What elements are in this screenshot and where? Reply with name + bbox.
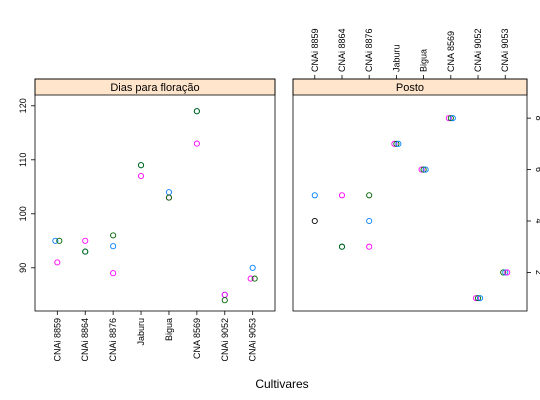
- x-axis-label: Cultivares: [255, 377, 308, 391]
- x-tick-label: CNAi 8876: [108, 318, 118, 362]
- strip-label: Dias para floração: [110, 82, 199, 94]
- x-tick-label: CNAi 8876: [364, 28, 374, 72]
- y-tick-label: 8: [534, 116, 540, 121]
- y-tick-label: 100: [18, 206, 28, 221]
- data-point: [311, 217, 318, 225]
- data-point: [110, 270, 117, 277]
- data-point: [247, 275, 254, 282]
- data-point: [445, 115, 452, 122]
- data-point: [52, 237, 59, 244]
- y-tick-label: 2: [534, 270, 540, 275]
- data-point: [193, 108, 200, 115]
- data-point: [395, 140, 402, 147]
- x-tick-label: CNAi 8864: [80, 318, 90, 362]
- y-tick-label: 90: [18, 263, 28, 273]
- data-point: [338, 243, 346, 250]
- data-point: [449, 115, 456, 122]
- y-tick-label: 4: [534, 218, 540, 223]
- x-tick-label: CNA 8569: [446, 31, 456, 72]
- x-tick-label: CNAi 9053: [500, 28, 510, 72]
- x-tick-label: CNAi 9052: [473, 28, 483, 72]
- data-point: [137, 162, 145, 169]
- data-point: [137, 172, 145, 180]
- data-point: [110, 243, 117, 250]
- panels-group: Dias para floração 90 100 110 120 CNAi 8859 CN…: [18, 28, 540, 361]
- x-tick-label: CNAi 8859: [52, 318, 62, 362]
- data-point: [165, 189, 173, 196]
- data-point: [221, 291, 228, 298]
- panel-2: Posto 2 4 6 8 CNAi 8859 CNAi 8864 CNAi 8876 Jabu…: [292, 28, 540, 312]
- data-point: [420, 166, 427, 173]
- data-point: [82, 248, 89, 255]
- data-point: [311, 192, 318, 199]
- data-point: [249, 264, 256, 271]
- data-point: [56, 237, 63, 244]
- data-point: [393, 140, 400, 147]
- strip-label: Posto: [396, 82, 424, 94]
- data-point: [504, 269, 511, 276]
- x-tick-label: Bigua: [419, 49, 429, 72]
- data-point: [366, 192, 373, 199]
- data-point: [165, 194, 173, 201]
- panel-frame: [34, 78, 276, 312]
- x-tick-label: CNAi 9052: [220, 318, 230, 362]
- x-tick-label: Jaburu: [136, 318, 146, 346]
- x-tick-label: CNA 8569: [192, 318, 202, 359]
- data-point: [472, 295, 480, 302]
- data-point: [502, 269, 509, 276]
- data-point: [82, 237, 89, 244]
- x-tick-label: Jaburu: [391, 44, 401, 72]
- panel-1: Dias para floração 90 100 110 120 CNAi 8859 CN…: [18, 78, 276, 362]
- data-point: [338, 192, 346, 199]
- data-point: [474, 295, 482, 302]
- data-point: [366, 243, 373, 250]
- data-point: [366, 217, 373, 225]
- x-tick-label: Bigua: [164, 318, 174, 341]
- y-tick-label: 120: [18, 98, 28, 113]
- data-point: [54, 259, 61, 266]
- data-point: [418, 166, 425, 173]
- x-tick-label: CNAi 8864: [337, 28, 347, 72]
- data-point: [422, 166, 429, 173]
- data-point: [110, 232, 117, 239]
- x-tick-label: CNAi 8859: [310, 28, 320, 72]
- y-tick-label: 6: [534, 167, 540, 172]
- data-point: [500, 269, 507, 276]
- data-point: [391, 140, 398, 147]
- data-point: [221, 297, 228, 304]
- data-point: [193, 140, 200, 147]
- panel-frame: [292, 78, 528, 312]
- data-point: [476, 295, 484, 302]
- x-tick-label: CNAi 9053: [248, 318, 258, 362]
- y-tick-label: 110: [18, 153, 28, 167]
- data-point: [251, 275, 258, 282]
- data-point: [447, 115, 454, 122]
